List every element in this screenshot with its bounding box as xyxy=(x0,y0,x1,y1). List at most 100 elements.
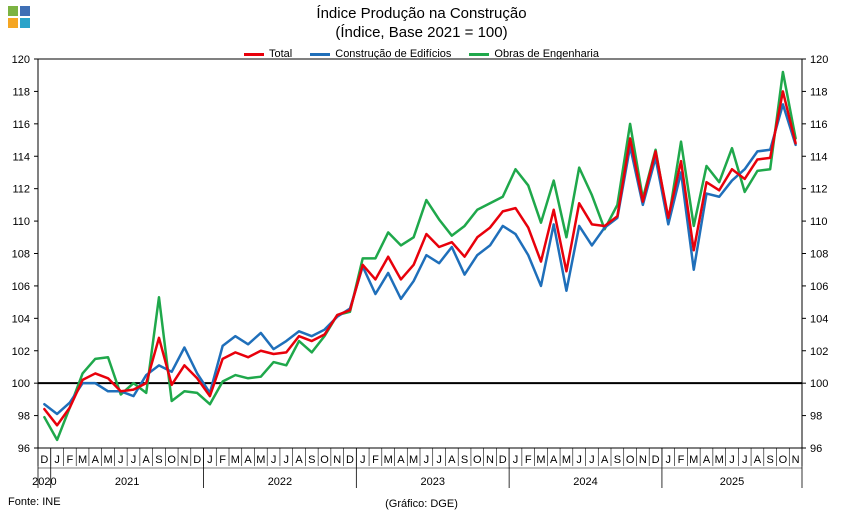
x-tick-label-month: O xyxy=(473,454,482,466)
y-tick-label-left: 114 xyxy=(12,151,30,163)
x-tick-label-month: F xyxy=(678,454,685,466)
x-tick-label-month: F xyxy=(66,454,73,466)
y-tick-label-left: 96 xyxy=(18,443,30,455)
x-tick-label-month: M xyxy=(256,454,265,466)
x-tick-label-month: N xyxy=(486,454,494,466)
y-tick-label-right: 104 xyxy=(810,313,828,325)
x-tick-label-month: J xyxy=(271,454,277,466)
x-tick-label-month: J xyxy=(576,454,582,466)
y-tick-label-right: 120 xyxy=(810,54,828,66)
logo-square xyxy=(20,18,30,28)
x-tick-label-month: D xyxy=(652,454,660,466)
x-tick-label-month: A xyxy=(703,454,711,466)
x-tick-label-month: F xyxy=(372,454,379,466)
logo-icon xyxy=(8,6,30,28)
x-tick-label-month: M xyxy=(689,454,698,466)
x-tick-label-month: J xyxy=(666,454,672,466)
logo-square xyxy=(8,18,18,28)
logo-square xyxy=(8,6,18,16)
plot-area-border xyxy=(37,58,803,449)
x-tick-label-month: D xyxy=(40,454,48,466)
y-tick-label-left: 98 xyxy=(18,411,30,423)
x-tick-label-month: J xyxy=(424,454,430,466)
chart-subtitle: (Índice, Base 2021 = 100) xyxy=(335,24,508,41)
series-line-1 xyxy=(43,103,797,416)
legend-label: Obras de Engenharia xyxy=(494,48,599,60)
x-tick-label-month: F xyxy=(525,454,532,466)
x-tick-label-month: J xyxy=(54,454,60,466)
x-tick-label-month: S xyxy=(155,454,162,466)
legend-item: Total xyxy=(244,48,292,60)
chart-title: Índice Produção na Construção xyxy=(316,5,527,22)
x-tick-label-month: J xyxy=(360,454,366,466)
legend-label: Total xyxy=(269,48,293,60)
x-tick-label-year: 2024 xyxy=(573,476,597,488)
x-tick-label-month: N xyxy=(180,454,188,466)
y-tick-label-left: 116 xyxy=(12,119,30,131)
x-tick-label-month: A xyxy=(754,454,762,466)
x-tick-label-month: O xyxy=(626,454,635,466)
x-tick-label-year: 2025 xyxy=(720,476,744,488)
legend-swatch xyxy=(469,52,490,56)
x-tick-label-month: J xyxy=(589,454,595,466)
y-tick-label-left: 100 xyxy=(12,378,30,390)
y-tick-label-right: 114 xyxy=(810,151,828,163)
legend-item: Obras de Engenharia xyxy=(469,48,599,60)
y-tick-label-left: 106 xyxy=(12,281,30,293)
legend-swatch xyxy=(244,52,264,56)
x-tick-label-year: 2021 xyxy=(115,476,139,488)
x-tick-label-month: M xyxy=(78,454,87,466)
y-tick-label-right: 98 xyxy=(810,411,822,423)
x-tick-label-month: S xyxy=(461,454,468,466)
x-tick-label-month: D xyxy=(346,454,354,466)
x-tick-label-year: 2020 xyxy=(32,476,56,488)
x-tick-label-month: M xyxy=(715,454,724,466)
y-tick-label-left: 120 xyxy=(12,54,30,66)
x-tick-label-month: M xyxy=(103,454,112,466)
x-tick-label-month: N xyxy=(333,454,341,466)
x-tick-label-month: J xyxy=(742,454,748,466)
x-tick-label-month: D xyxy=(499,454,507,466)
x-tick-label-month: A xyxy=(295,454,303,466)
x-tick-label-month: M xyxy=(409,454,418,466)
x-tick-label-month: J xyxy=(284,454,290,466)
logo-square xyxy=(20,6,30,16)
x-tick-label-month: M xyxy=(562,454,571,466)
series-line-2 xyxy=(43,70,797,442)
y-tick-label-right: 96 xyxy=(810,443,822,455)
x-tick-label-month: A xyxy=(143,454,151,466)
x-tick-label-month: J xyxy=(436,454,442,466)
x-tick-label-month: M xyxy=(384,454,393,466)
x-tick-label-month: J xyxy=(207,454,213,466)
x-tick-label-month: N xyxy=(639,454,647,466)
credit-note: (Gráfico: DGE) xyxy=(385,498,458,510)
x-tick-label-month: A xyxy=(244,454,252,466)
y-tick-label-left: 102 xyxy=(12,346,30,358)
y-tick-label-right: 108 xyxy=(810,249,828,261)
y-tick-label-right: 110 xyxy=(810,216,828,228)
x-tick-label-year: 2022 xyxy=(268,476,292,488)
x-tick-label-month: A xyxy=(92,454,100,466)
y-tick-label-left: 118 xyxy=(12,86,30,98)
legend-swatch xyxy=(310,52,331,56)
legend: Total Construção de Edifícios Obras de Eng… xyxy=(0,48,843,60)
series-line-0 xyxy=(43,90,797,427)
x-tick-label-month: J xyxy=(131,454,137,466)
x-tick-label-month: O xyxy=(779,454,788,466)
x-tick-label-month: M xyxy=(231,454,240,466)
x-tick-label-month: J xyxy=(118,454,124,466)
x-tick-label-month: F xyxy=(219,454,226,466)
x-tick-label-month: A xyxy=(550,454,558,466)
x-tick-label-month: S xyxy=(614,454,621,466)
y-tick-label-left: 110 xyxy=(12,216,30,228)
y-tick-label-right: 102 xyxy=(810,346,828,358)
x-tick-label-month: A xyxy=(601,454,609,466)
x-tick-label-month: J xyxy=(729,454,735,466)
y-tick-label-right: 106 xyxy=(810,281,828,293)
y-tick-label-right: 118 xyxy=(810,86,828,98)
legend-label: Construção de Edifícios xyxy=(335,48,452,60)
source-note: Fonte: INE xyxy=(8,496,61,508)
x-tick-label-month: S xyxy=(308,454,315,466)
